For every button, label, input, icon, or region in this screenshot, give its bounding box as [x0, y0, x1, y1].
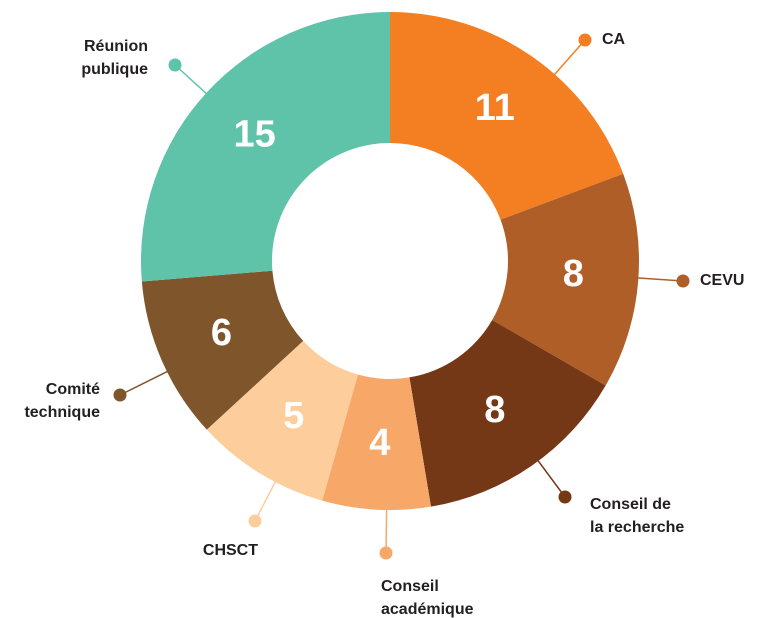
- category-label: Comité: [46, 381, 100, 398]
- value-label: 5: [283, 395, 304, 437]
- connector: [535, 457, 566, 498]
- donut-slice: [322, 374, 431, 510]
- label-dot: [379, 546, 393, 560]
- label-dot: [558, 490, 572, 504]
- value-label: 8: [484, 389, 505, 431]
- donut-slice: [141, 12, 390, 282]
- connector: [551, 39, 586, 78]
- category-label: CHSCT: [203, 542, 258, 559]
- donut-slice: [390, 12, 624, 220]
- donut-slice: [409, 320, 606, 507]
- category-label: technique: [24, 404, 100, 421]
- label-dot: [113, 388, 127, 402]
- value-label: 6: [211, 312, 232, 354]
- category-label: CEVU: [700, 272, 744, 289]
- label-dot: [676, 274, 690, 288]
- category-label: publique: [81, 61, 148, 78]
- label-dot: [578, 33, 592, 47]
- donut-slice: [492, 173, 639, 386]
- donut-slice: [206, 340, 358, 501]
- connector: [254, 478, 278, 522]
- category-label: Réunion: [84, 38, 148, 55]
- connector: [385, 505, 388, 554]
- connector: [174, 64, 210, 97]
- connector: [119, 369, 171, 396]
- category-label: Conseil: [381, 578, 439, 595]
- category-label: Conseil de: [590, 496, 671, 513]
- value-label: 8: [563, 253, 584, 295]
- connector: [634, 276, 684, 282]
- value-label: 11: [475, 87, 515, 129]
- value-label: 15: [233, 113, 275, 155]
- value-label: 4: [369, 422, 390, 464]
- category-label: CA: [602, 31, 626, 48]
- donut-slice: [141, 270, 304, 430]
- label-dot: [168, 58, 182, 72]
- category-label: académique: [381, 601, 474, 618]
- category-label: la recherche: [590, 519, 684, 536]
- label-dot: [248, 514, 262, 528]
